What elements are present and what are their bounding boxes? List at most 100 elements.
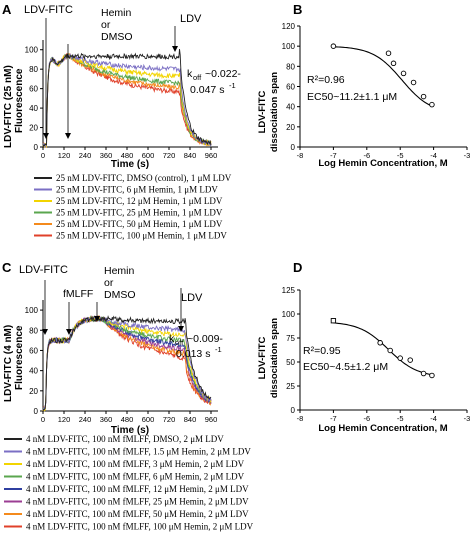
legend-label: 4 nM LDV-FITC, 100 nM fMLFF, 50 μM Hemin…: [26, 509, 249, 519]
legend-label: 4 nM LDV-FITC, 100 nM fMLFF, 25 μM Hemin…: [26, 497, 249, 507]
panel-b-letter: B: [293, 2, 302, 17]
y-tick-label: 100: [282, 42, 296, 51]
panel-c-traces: [42, 314, 212, 412]
x-tick-label: 480: [121, 415, 134, 424]
panel-a-xticks: 0 120 240 360 480 600 720 840 960: [41, 147, 217, 160]
legend-label: 25 nM LDV-FITC, 25 μM Hemin, 1 μM LDV: [56, 208, 223, 218]
panel-c-arrowhead-hemin: [94, 316, 100, 322]
y-tick-label: 125: [282, 286, 296, 295]
panel-b-ylabel2: dissociation span: [269, 72, 280, 152]
panel-c-yticks: 0 20 40 60 80 100: [25, 306, 43, 416]
panel-c-koff-exp: -1: [215, 345, 222, 354]
x-tick-label: -7: [330, 414, 337, 423]
panel-c-label-fmlff: fMLFF: [63, 288, 93, 300]
panel-c-xticks: 0 120 240 360 480 600 720 840 960: [41, 411, 217, 424]
x-tick-label: -6: [363, 151, 370, 160]
data-point: [330, 43, 337, 49]
x-tick-label: -5: [397, 151, 404, 160]
x-tick-label: -5: [397, 414, 404, 423]
y-tick-label: 80: [286, 62, 295, 71]
panel-a-label-hemin: Hemin: [101, 7, 132, 19]
x-tick-label: -8: [297, 151, 304, 160]
panel-a-yticks: 0 20 40 60 80 100: [25, 46, 43, 152]
panel-a-ylabel: LDV-FITC (25 nM): [3, 65, 14, 148]
legend-label: 4 nM LDV-FITC, 100 nM fMLFF, 3 μM Hemin,…: [26, 459, 245, 469]
panel-d-ylabel2: dissociation span: [269, 318, 280, 398]
x-tick-label: 960: [205, 151, 218, 160]
y-tick-label: 80: [29, 65, 38, 74]
legend-label: 25 nM LDV-FITC, 12 μM Hemin, 1 μM LDV: [56, 196, 223, 206]
legend-label: 25 nM LDV-FITC, 100 μM Hemin, 1 μM LDV: [56, 231, 227, 241]
panel-a-arrowhead-hemin: [65, 133, 71, 139]
x-tick-label: 600: [142, 151, 155, 160]
series-line: [42, 315, 212, 412]
panel-b-yticks: 0 20 40 60 80 100 120: [282, 22, 300, 152]
panel-d-fit-curve: [333, 322, 433, 376]
y-tick-label: 0: [291, 406, 296, 415]
panel-a-label-ldv: LDV: [180, 13, 202, 25]
y-tick-label: 100: [25, 46, 39, 55]
x-tick-label: 120: [58, 151, 71, 160]
data-point: [410, 79, 417, 86]
legend-label: 4 nM LDV-FITC, 100 nM fMLFF, DMSO, 2 μM …: [26, 434, 224, 444]
series-line: [42, 315, 212, 410]
panel-d-ylabel: LDV-FITC: [257, 336, 268, 379]
data-point: [385, 50, 392, 56]
panel-c-letter: C: [2, 260, 12, 275]
legend-label: 4 nM LDV-FITC, 100 nM fMLFF, 12 μM Hemin…: [26, 484, 249, 494]
y-tick-label: 60: [29, 346, 38, 355]
panel-a-letter: A: [2, 2, 12, 17]
y-tick-label: 75: [286, 334, 295, 343]
y-tick-label: 20: [29, 387, 38, 396]
fit-curve: [333, 322, 433, 376]
legend-label: 4 nM LDV-FITC, 100 nM fMLFF, 100 μM Hemi…: [26, 522, 254, 532]
panel-c-arrowhead-ldvfitc: [42, 329, 48, 335]
panel-c-xlabel: Time (s): [111, 425, 149, 436]
x-tick-label: 360: [100, 415, 113, 424]
panel-a-label-or: or: [101, 19, 111, 31]
panel-a-traces: [42, 48, 212, 149]
panel-a-legend: 25 nM LDV-FITC, DMSO (control), 1 μM LDV…: [34, 173, 232, 241]
panel-b-points: [330, 43, 435, 108]
x-tick-label: 0: [41, 415, 45, 424]
x-tick-label: 240: [79, 151, 92, 160]
panel-a-koff-sub: off: [193, 73, 202, 82]
y-tick-label: 60: [29, 85, 38, 94]
panel-b-r2: R²=0.96: [307, 74, 345, 86]
y-tick-label: 80: [29, 326, 38, 335]
panel-d-r2: R²=0.95: [303, 345, 341, 357]
panel-c-koff-val2: 0.013 s: [176, 348, 210, 360]
panel-d-letter: D: [293, 260, 302, 275]
panel-b-ylabel: LDV-FITC: [257, 90, 268, 133]
x-tick-label: 960: [205, 415, 218, 424]
panel-a-koff-val2: 0.047 s: [190, 84, 224, 96]
panel-c-ylabel2: Fluorescence: [14, 325, 25, 390]
data-point: [407, 357, 413, 363]
y-tick-label: 60: [286, 83, 295, 92]
panel-a-label-ldvfitc: LDV-FITC: [24, 4, 73, 16]
data-point: [390, 60, 397, 67]
y-tick-label: 40: [29, 367, 38, 376]
x-tick-label: -6: [363, 414, 370, 423]
panel-a-xlabel: Time (s): [111, 159, 149, 170]
data-point: [397, 355, 403, 361]
panel-c-koff-sub: off: [175, 338, 184, 347]
panel-c-label-hemin: Hemin: [104, 265, 135, 277]
data-point: [387, 347, 393, 354]
y-tick-label: 0: [34, 407, 39, 416]
panel-c-label-or: or: [104, 277, 114, 289]
panel-a-koff-val: ~0.022-: [205, 68, 241, 80]
y-tick-label: 20: [286, 123, 295, 132]
x-tick-label: 360: [100, 151, 113, 160]
data-point: [377, 340, 383, 346]
panel-b: B LDV-FITC dissociation span Log Hemin C…: [257, 2, 470, 169]
panel-b-fit-curve: [333, 46, 433, 107]
y-tick-label: 40: [29, 104, 38, 113]
x-tick-label: -3: [464, 414, 471, 423]
fit-curve: [333, 46, 433, 107]
x-tick-label: 720: [163, 415, 176, 424]
panel-c-label-dmso: DMSO: [104, 289, 136, 301]
panel-d-yticks: 0 25 50 75 100 125: [282, 286, 300, 415]
panel-c-legend: 4 nM LDV-FITC, 100 nM fMLFF, DMSO, 2 μM …: [4, 434, 254, 532]
